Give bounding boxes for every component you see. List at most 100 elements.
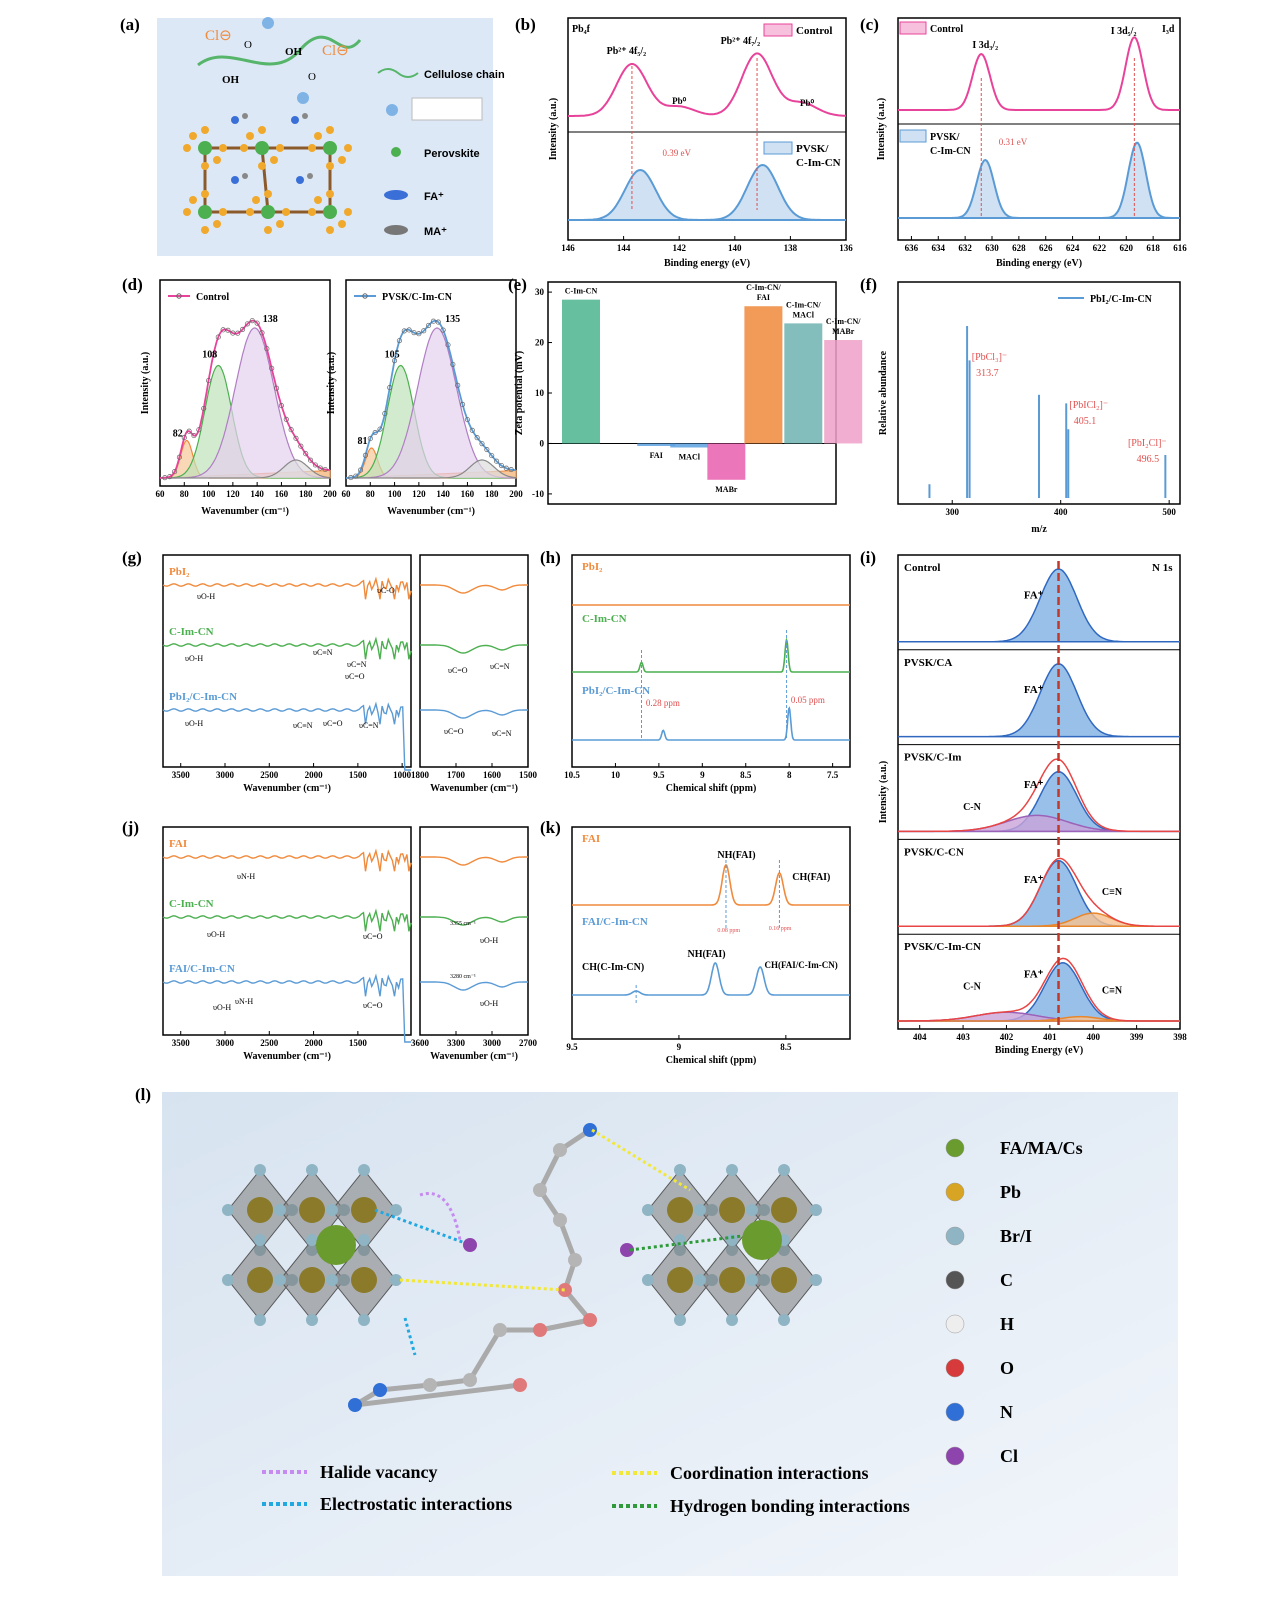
legend-label: Control (796, 25, 832, 37)
series-label: PbI₂/C-Im-CN (169, 691, 237, 703)
plot-frame (159, 279, 331, 487)
peak-annotation: Pb⁰ (800, 98, 815, 108)
hydroxyl-label: OH (222, 74, 240, 86)
data-point (283, 416, 289, 422)
bar-label: C-Im-CN (565, 287, 598, 296)
fit-component (898, 859, 1180, 927)
x-tick-label: 1600 (483, 770, 502, 780)
legend-interaction-label: Hydrogen bonding interactions (670, 1496, 910, 1516)
shift-annotation: 0.31 eV (999, 137, 1028, 147)
series-label: PbI₂ (169, 566, 190, 578)
halide-atom (642, 1274, 654, 1286)
chart-d2: PVSK/C-Im-CN 81 105 135 60 80 100 120 140 160 180 2… (326, 279, 523, 517)
series-label: PVSK/C-Im (904, 752, 961, 764)
data-point (387, 384, 393, 391)
data-point (455, 382, 461, 388)
data-point (274, 385, 280, 391)
peak-annotation: I 3d₃/₂ (972, 40, 998, 51)
fit-component (898, 568, 1180, 643)
panel-label-f: (f) (860, 275, 877, 294)
legend-label: C-Im-CN (930, 146, 971, 157)
data-point (411, 330, 417, 336)
plot-frame (897, 281, 1181, 505)
halide-atom (326, 190, 334, 198)
peak-annotation: Pb²⁺ 4f₅/₂ (607, 46, 647, 57)
panel-label-k: (k) (540, 818, 561, 837)
spectrum-line (572, 864, 850, 906)
x-tick-label: 3000 (216, 770, 235, 780)
peak-annotation: C≡N (1102, 986, 1123, 997)
band-annotation: υO-H (480, 936, 498, 945)
band-annotation: υC=N (490, 662, 510, 671)
x-tick-label: 7.5 (827, 770, 839, 780)
chart-h: PbI₂ C-Im-CN PbI₂/C-Im-CN0.28 ppm 0.05 ppm 1… (564, 554, 851, 794)
halide-atom (694, 1204, 706, 1216)
peak-annotation: 82 (173, 429, 183, 440)
x-tick-label: 399 (1130, 1032, 1144, 1042)
a-site-cation (316, 1225, 356, 1265)
band-annotation: υN-H (237, 872, 255, 881)
halide-atom (274, 1274, 286, 1286)
halide-atom (254, 1314, 266, 1326)
pb-atom (323, 141, 337, 155)
x-tick-label: 160 (461, 489, 475, 499)
legend-label: PVSK/ (796, 143, 829, 155)
peak-annotation: 81 (358, 436, 368, 447)
bar-label: FAI (650, 451, 663, 460)
data-point (464, 417, 470, 423)
band-annotation: υO-H (185, 719, 203, 728)
plot-frame (345, 279, 517, 487)
x-tick-label: 144 (617, 243, 631, 253)
series-label: FAI (582, 833, 600, 845)
legend-label: PbI₂/C-Im-CN (1090, 294, 1153, 305)
panel-l: FA/MA/Cs Pb Br/I C H O N Cl Halide vacancy Electr… (162, 1092, 1178, 1576)
legend-cellulose: Cellulose chain (424, 69, 505, 81)
data-point (210, 352, 216, 358)
band-annotation: υO-H (480, 999, 498, 1008)
lattice-bond (260, 147, 270, 213)
legend-atom-label: Br/I (1000, 1226, 1032, 1246)
spectrum-line (572, 706, 850, 741)
series-line-pvsk (568, 163, 846, 221)
halide-atom (264, 190, 272, 198)
element-label: N 1s (1152, 562, 1173, 574)
pb-atom (771, 1197, 797, 1223)
band-annotation: υC=O (444, 727, 464, 736)
panel-label-e: (e) (508, 275, 527, 294)
halide-atom (306, 1314, 318, 1326)
legend-atom-label: Pb (1000, 1182, 1021, 1202)
envelope-line (898, 857, 1180, 927)
data-point (362, 452, 368, 458)
peak-annotation: CH(C-Im-CN) (582, 962, 644, 973)
x-tick-label: 1500 (519, 770, 538, 780)
peak-annotation: 496.5 (1137, 454, 1160, 465)
plot-frame (571, 554, 851, 768)
data-point (322, 466, 328, 473)
halide-atom (222, 1204, 234, 1216)
x-axis-label: Binding energy (eV) (664, 258, 750, 269)
chart-j: FAI C-Im-CN FAI/C-Im-CN υN-H υO-H υC=O υO-H υN-… (162, 826, 538, 1062)
bond (539, 1317, 591, 1333)
spectrum-line (420, 856, 528, 866)
halide-atom (282, 208, 290, 216)
data-point (479, 441, 485, 447)
series-label: FAI (169, 838, 187, 850)
band-annotation: υC=O (323, 719, 343, 728)
x-tick-label: 622 (1093, 243, 1107, 253)
data-point (162, 475, 168, 481)
hydroxyl-label: OH (285, 46, 303, 58)
data-point (353, 473, 359, 479)
data-point (445, 342, 451, 348)
shift-annotation: 0.28 ppm (646, 698, 680, 708)
molecule-structure (411, 97, 483, 121)
halide-atom (308, 144, 316, 152)
x-tick-label: 200 (509, 489, 523, 499)
legend-cellulose-icon (377, 68, 419, 78)
data-point (358, 467, 364, 473)
band-annotation: υC≡N (293, 721, 313, 730)
x-tick-label: 632 (958, 243, 972, 253)
peak-annotation: 135 (445, 314, 460, 325)
data-point (450, 361, 456, 367)
